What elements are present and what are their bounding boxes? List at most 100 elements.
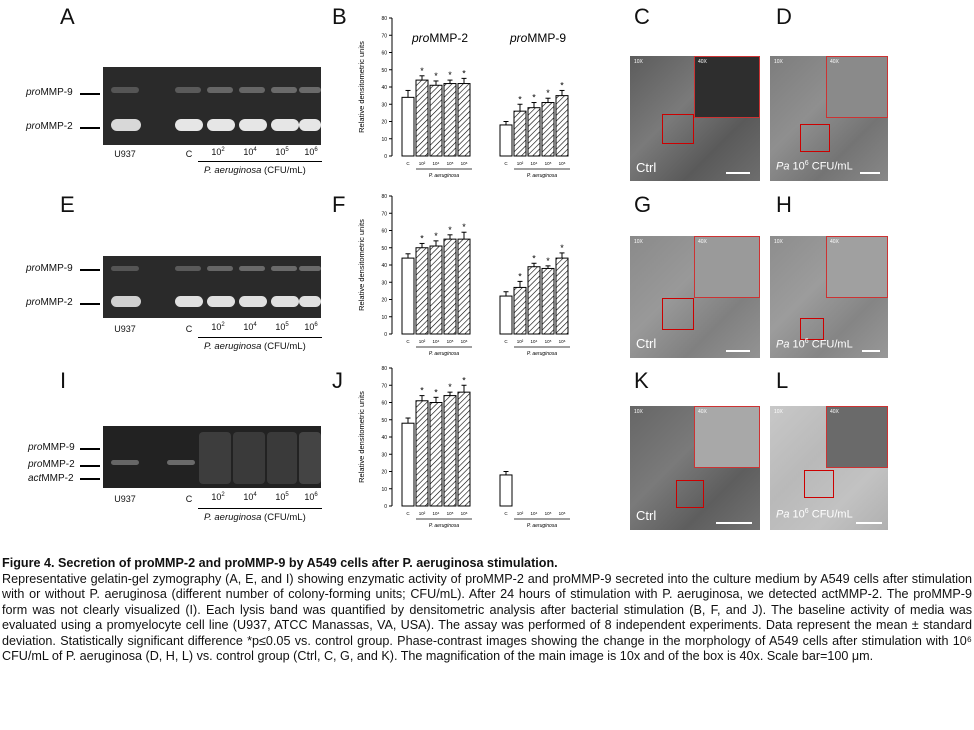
significance-star: * (532, 253, 536, 263)
x-tick-label: 10⁴ (433, 161, 440, 166)
band-marker (80, 303, 100, 305)
figure-caption: Figure 4. Secretion of proMMP-2 and proM… (2, 556, 972, 665)
scale-bar (726, 350, 750, 352)
bar (499, 295, 513, 335)
gel-image-i (103, 426, 321, 488)
y-tick-label: 60 (381, 229, 387, 235)
micrograph-label: Ctrl (636, 336, 657, 351)
y-tick-label: 50 (381, 418, 387, 424)
gel-band (111, 296, 141, 307)
x-tick-label: 10² (517, 339, 524, 344)
gel-band (299, 296, 321, 307)
gel-band (175, 296, 203, 307)
panel-letter-i: I (60, 368, 67, 393)
bar (513, 286, 527, 335)
magnification-label: 10X (774, 239, 783, 245)
lane-label: 104 (243, 322, 257, 332)
gel-label-act-mmp2: actMMP-2 (28, 473, 74, 484)
bar (555, 257, 569, 335)
lane-label: C (185, 149, 193, 159)
gel-band (199, 432, 231, 484)
y-axis-label: Relative densitometric units (357, 219, 366, 311)
x-tick-label: C (504, 511, 508, 516)
y-tick-label: 80 (381, 16, 387, 22)
lane-label: 102 (211, 322, 225, 332)
gel-band (111, 266, 139, 271)
y-tick-label: 20 (381, 298, 387, 304)
bar-chart-j: 0 10 20 30 40 50 60 70 80 Relative densitometric … (357, 366, 570, 529)
inset-40x (694, 56, 760, 118)
significance-star: * (448, 70, 452, 80)
gel-band (299, 266, 321, 271)
scale-bar (856, 522, 882, 524)
x-tick-label: 10⁶ (461, 161, 468, 166)
bar (415, 79, 429, 157)
lane-label: 106 (304, 322, 318, 332)
bar (499, 474, 513, 507)
bar (401, 422, 415, 507)
band-marker (80, 448, 100, 450)
magnification-label: 40X (698, 59, 707, 65)
lane-label: 102 (211, 492, 225, 502)
bar (415, 400, 429, 507)
group-label: P. aeruginosa (CFU/mL) (204, 165, 306, 176)
y-tick-label: 60 (381, 51, 387, 57)
group-axis-label: P. aeruginosa (527, 351, 557, 357)
significance-star: * (560, 243, 564, 253)
bar-chart-b: 0 10 20 30 40 50 60 70 80 Relative densitometric … (357, 16, 570, 179)
bar (401, 96, 415, 157)
magnification-label: 10X (634, 59, 643, 65)
bar (429, 245, 443, 335)
gel-band (299, 432, 321, 484)
bar (541, 102, 555, 157)
band-marker (80, 478, 100, 480)
significance-star: * (518, 271, 522, 281)
x-tick-label: 10² (419, 339, 426, 344)
y-tick-label: 50 (381, 68, 387, 74)
lane-label: C (185, 324, 193, 334)
group-label: P. aeruginosa (CFU/mL) (204, 341, 306, 352)
bar (429, 402, 443, 507)
group-label: P. aeruginosa (CFU/mL) (204, 512, 306, 523)
x-tick-label: 10⁴ (531, 161, 538, 166)
group-axis-label: P. aeruginosa (429, 523, 459, 529)
gel-band (239, 296, 267, 307)
x-tick-label: 10⁵ (545, 511, 552, 516)
gel-band (271, 266, 297, 271)
micrograph-ctrl: 10X 40X Ctrl (630, 236, 760, 358)
zoom-box (662, 298, 694, 330)
y-tick-label: 20 (381, 120, 387, 126)
x-tick-label: 10⁵ (545, 339, 552, 344)
x-tick-label: 10⁴ (531, 511, 538, 516)
y-tick-label: 0 (384, 332, 387, 338)
y-tick-label: 60 (381, 401, 387, 407)
gel-band (271, 296, 299, 307)
gel-band (175, 87, 201, 93)
x-tick-label: 10² (419, 161, 426, 166)
y-tick-label: 0 (384, 504, 387, 510)
significance-star: * (462, 68, 466, 78)
panel-letter-a: A (60, 4, 75, 29)
gel-band (175, 266, 201, 271)
gel-band (207, 266, 233, 271)
gel-band (299, 119, 321, 131)
gel-image-e (103, 256, 321, 318)
gel-band (111, 87, 139, 93)
y-tick-label: 30 (381, 280, 387, 286)
panel-letter-l: L (776, 368, 789, 393)
gel-label-mmp9: proMMP-9 (26, 87, 73, 98)
lane-label: 105 (275, 492, 289, 502)
x-tick-label: C (406, 161, 410, 166)
y-tick-label: 0 (384, 154, 387, 160)
y-tick-label: 10 (381, 487, 387, 493)
bar (401, 257, 415, 335)
x-tick-label: C (406, 339, 410, 344)
bar (457, 83, 471, 157)
x-tick-label: C (504, 339, 508, 344)
x-tick-label: 10⁶ (559, 339, 566, 344)
lane-label: C (185, 494, 193, 504)
group-axis-label: P. aeruginosa (527, 173, 557, 179)
significance-star: * (434, 387, 438, 397)
scale-bar (862, 350, 880, 352)
x-tick-label: 10⁴ (531, 339, 538, 344)
